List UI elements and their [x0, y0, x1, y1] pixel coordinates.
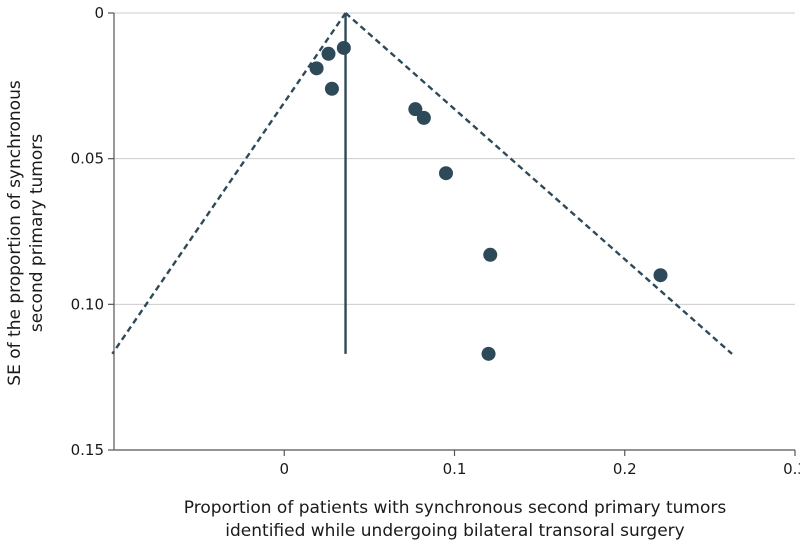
- x-tick-label: 0.1: [443, 460, 467, 478]
- y-axis-title-line: second primary tumors: [27, 134, 47, 332]
- y-tick-label: 0.15: [71, 441, 104, 459]
- data-point: [416, 110, 431, 125]
- data-point: [438, 166, 453, 181]
- y-axis-title-line: SE of the proportion of synchronous: [5, 80, 25, 386]
- data-point: [324, 81, 339, 96]
- y-tick-label: 0.10: [71, 295, 104, 313]
- data-point: [653, 268, 668, 283]
- data-point: [483, 247, 498, 262]
- axes: [108, 12, 796, 456]
- x-tick-label: 0: [279, 460, 289, 478]
- x-axis-title-line: identified while undergoing bilateral tr…: [225, 521, 684, 541]
- x-axis-title-line: Proportion of patients with synchronous …: [184, 498, 727, 518]
- funnel-lines: [111, 12, 733, 355]
- x-tick-label: 0.3: [783, 460, 800, 478]
- data-point: [481, 346, 496, 361]
- data-points: [309, 40, 668, 361]
- data-point: [336, 40, 351, 55]
- y-tick-label: 0: [94, 4, 104, 22]
- data-point: [309, 61, 324, 76]
- axis-labels: 0 0.05 0.10 0.15 0 0.1 0.2 0.3 Proportion of pat…: [5, 4, 800, 541]
- funnel-left-limit: [111, 12, 347, 355]
- y-axis-title: SE of the proportion of synchronous secon…: [5, 80, 47, 386]
- y-tick-label: 0.05: [71, 150, 104, 168]
- data-point: [321, 46, 336, 61]
- gridlines: [114, 12, 795, 305]
- x-axis-title: Proportion of patients with synchronous …: [184, 498, 727, 541]
- funnel-right-limit: [344, 12, 733, 355]
- x-tick-label: 0.2: [613, 460, 637, 478]
- data-point: [408, 102, 423, 117]
